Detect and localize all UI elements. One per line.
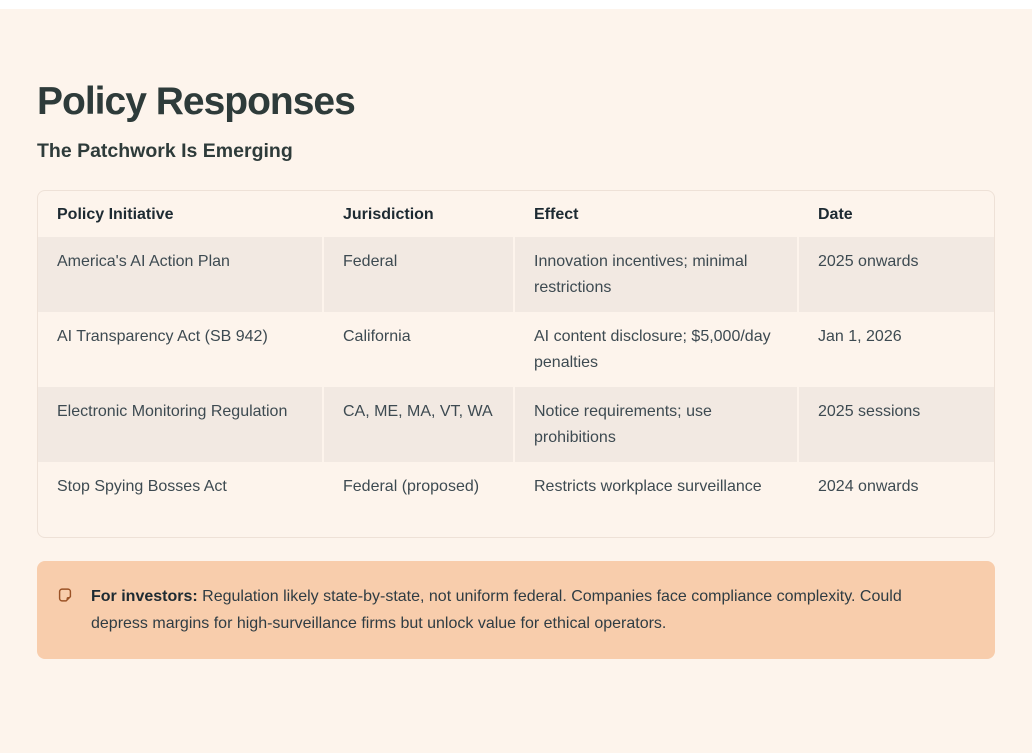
cell-initiative: Electronic Monitoring Regulation [57, 403, 288, 421]
cell-jurisdiction: Federal (proposed) [322, 462, 514, 538]
cell-date: Jan 1, 2026 [797, 312, 994, 388]
investor-callout: For investors: Regulation likely state-b… [37, 561, 995, 660]
cell-jurisdiction: CA, ME, MA, VT, WA [322, 387, 514, 463]
table-row: Stop Spying Bosses Act Federal (proposed… [38, 462, 994, 538]
top-white-strip [0, 0, 1032, 9]
cell-jurisdiction: California [322, 312, 514, 388]
policy-table: Policy Initiative Jurisdiction Effect Da… [38, 191, 994, 538]
cell-initiative: AI Transparency Act (SB 942) [57, 328, 268, 346]
callout-body: Regulation likely state-by-state, not un… [91, 588, 902, 633]
cell-effect: Notice requirements; use prohibitions [513, 387, 798, 463]
cell-effect: AI content disclosure; $5,000/day penalt… [513, 312, 798, 388]
cell-jurisdiction: Federal [322, 237, 514, 313]
cell-date: 2024 onwards [797, 462, 994, 538]
cell-initiative: America's AI Action Plan [57, 253, 230, 271]
cell-date: 2025 sessions [797, 387, 994, 463]
column-header-effect: Effect [513, 191, 798, 238]
policy-table-card: Policy Initiative Jurisdiction Effect Da… [37, 190, 995, 539]
table-row: America's AI Action Plan Federal Innovat… [38, 237, 994, 313]
table-header-row: Policy Initiative Jurisdiction Effect Da… [38, 191, 994, 238]
table-row: Electronic Monitoring Regulation CA, ME,… [38, 387, 994, 463]
column-header-date: Date [797, 191, 994, 238]
note-icon [56, 586, 74, 604]
callout-label: For investors: [91, 588, 198, 606]
column-header-policy-initiative: Policy Initiative [57, 206, 174, 224]
cell-effect: Innovation incentives; minimal restricti… [513, 237, 798, 313]
cell-initiative: Stop Spying Bosses Act [57, 478, 227, 496]
column-header-jurisdiction: Jurisdiction [322, 191, 514, 238]
page-subtitle: The Patchwork Is Emerging [37, 139, 293, 162]
slide-content: Policy Responses The Patchwork Is Emergi… [0, 79, 1032, 660]
cell-date: 2025 onwards [797, 237, 994, 313]
page-title: Policy Responses [37, 80, 356, 123]
cell-effect: Restricts workplace surveillance [513, 462, 798, 538]
table-row: AI Transparency Act (SB 942) California … [38, 312, 994, 388]
callout-text: For investors: Regulation likely state-b… [91, 583, 959, 637]
